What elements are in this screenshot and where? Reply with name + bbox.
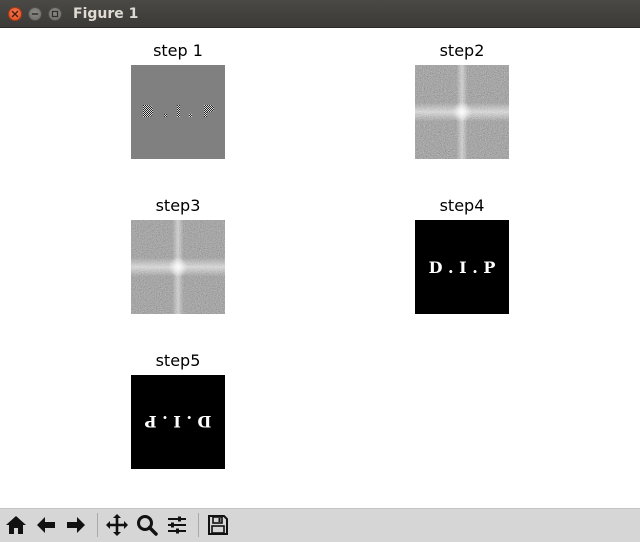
minimize-window-button[interactable]: [28, 7, 42, 21]
forward-icon: [67, 517, 85, 533]
configure-subplots-icon: [168, 516, 186, 534]
pan-button[interactable]: [104, 512, 130, 538]
image-panel-step3: [131, 220, 225, 314]
maximize-window-button[interactable]: [48, 7, 62, 21]
maximize-icon: [51, 10, 59, 18]
back-button[interactable]: [33, 512, 59, 538]
subplot-title-step1: step 1: [153, 41, 203, 60]
image-panel-step1: [131, 65, 225, 159]
title-bar: Figure 1: [0, 0, 640, 28]
subplot-title-step3: step3: [155, 196, 201, 215]
toolbar-separator: [97, 513, 98, 537]
back-icon: [37, 517, 55, 533]
pan-icon: [106, 514, 128, 536]
subplot-title-step2: step2: [439, 41, 485, 60]
navigation-toolbar: [0, 508, 640, 542]
home-button[interactable]: [3, 512, 29, 538]
save-icon: [208, 515, 228, 535]
configure-subplots-button[interactable]: [164, 512, 190, 538]
home-icon: [6, 516, 26, 534]
close-icon: [11, 10, 19, 18]
image-panel-step5: D . I . P: [131, 375, 225, 469]
toolbar-separator: [198, 513, 199, 537]
figure-canvas[interactable]: step 1: [0, 28, 640, 508]
image-panel-step4: D . I . P: [415, 220, 509, 314]
minimize-icon: [31, 13, 39, 15]
subplot-title-step4: step4: [439, 196, 485, 215]
step5-text: D . I . P: [145, 412, 212, 431]
step4-text: D . I . P: [429, 258, 496, 277]
image-panel-step2: [415, 65, 509, 159]
close-window-button[interactable]: [8, 7, 22, 21]
subplot-title-step5: step5: [155, 351, 201, 370]
forward-button[interactable]: [63, 512, 89, 538]
zoom-icon: [137, 515, 158, 536]
save-button[interactable]: [205, 512, 231, 538]
zoom-button[interactable]: [134, 512, 160, 538]
window-title: Figure 1: [73, 6, 139, 22]
